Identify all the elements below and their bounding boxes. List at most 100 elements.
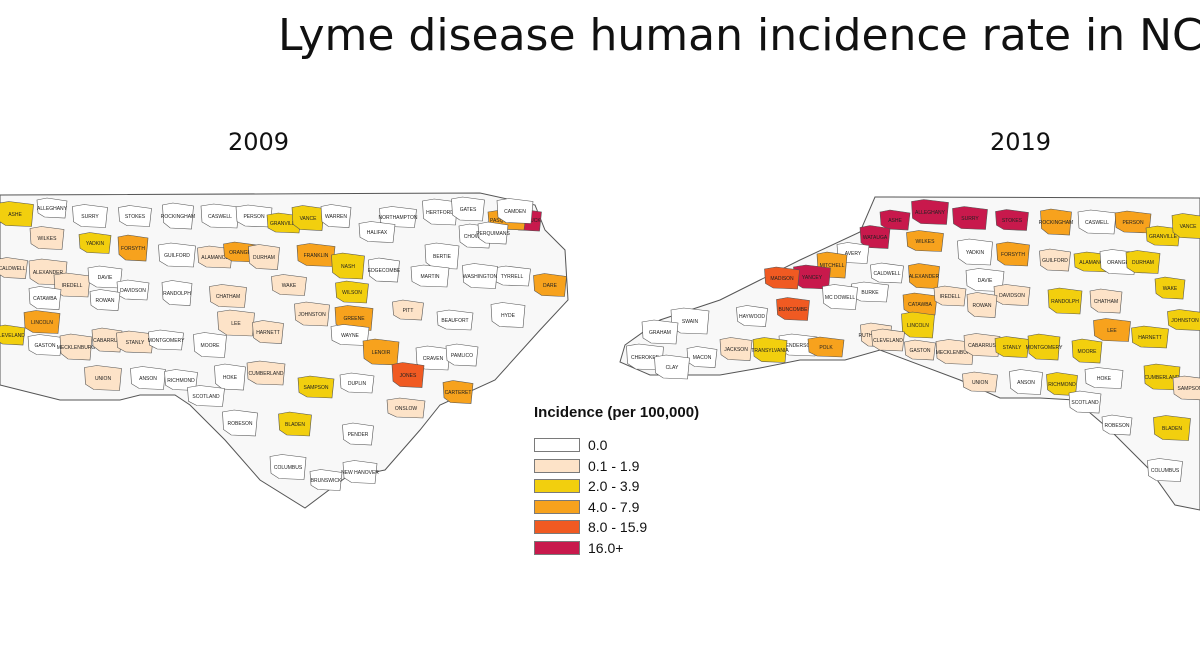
county-pender: [342, 422, 374, 446]
county-label: PERSON: [243, 214, 265, 220]
county-hertford: [422, 198, 458, 226]
legend-label: 4.0 - 7.9: [588, 498, 640, 515]
county-gaston: [904, 339, 936, 361]
county-buncombe: [776, 297, 810, 321]
county-label: CASWELL: [1085, 220, 1109, 226]
map-2019: ASHE ALLEGHANY SURRY STOKES ROCKINGHAM CASWEL…: [619, 196, 1200, 511]
legend-label: 0.0: [588, 437, 608, 454]
county-label: CRAVEN: [423, 356, 444, 362]
county-cumberland: [246, 360, 286, 386]
county-label: DURHAM: [1132, 260, 1154, 266]
slide-title: Lyme disease human incidence rate in NC: [278, 10, 1200, 61]
county-onslow: [386, 397, 426, 419]
county-pamlico: [445, 343, 479, 367]
county-harnett: [1131, 325, 1169, 349]
county-label: CARTERET: [445, 390, 472, 396]
county-brunswick: [309, 469, 343, 491]
county-dare: [533, 273, 567, 297]
county-label: SAMPSON: [303, 385, 328, 391]
county-label: ROBESON: [227, 421, 252, 427]
county-robeson: [1101, 414, 1133, 436]
county-iredell: [933, 285, 967, 307]
county-label: PITT: [403, 308, 414, 314]
year-label-2019: 2019: [990, 128, 1052, 156]
county-nash: [331, 252, 365, 280]
county-hyde: [490, 302, 526, 328]
county-halifax: [358, 221, 396, 243]
county-cleveland: [0, 324, 26, 346]
county-granville: [1145, 225, 1181, 247]
county-bladen: [278, 411, 312, 437]
county-label: MOORE: [1078, 349, 1098, 355]
county-label: IREDELL: [62, 283, 83, 289]
county-label: DAVIDSON: [999, 293, 1025, 299]
county-vance: [291, 205, 325, 231]
county-label: CABARRUS: [93, 338, 121, 344]
county-beaufort: [436, 309, 474, 331]
county-label: WARREN: [325, 214, 347, 220]
county-craven: [415, 345, 451, 371]
county-label: WATAUGA: [863, 235, 888, 241]
county-perquimans: [477, 221, 509, 245]
county-label: MECKLENBURG: [57, 345, 96, 351]
county-jones: [391, 362, 425, 388]
county-label: MACON: [693, 355, 712, 361]
legend-row: 4.0 - 7.9: [534, 497, 774, 518]
county-catawba: [28, 286, 62, 310]
legend: Incidence (per 100,000) 0.0 0.1 - 1.9 2.…: [534, 404, 774, 558]
county-label: LEE: [1107, 328, 1117, 334]
county-label: BURKE: [861, 290, 879, 296]
county-label: MARTIN: [420, 274, 439, 280]
county-caswell: [200, 203, 240, 229]
county-montgomery: [1027, 333, 1061, 361]
county-scotland: [1068, 390, 1102, 414]
county-label: CHATHAM: [216, 294, 240, 300]
county-label: GASTON: [909, 348, 930, 354]
county-label: UNION: [95, 376, 112, 382]
county-moore: [193, 332, 227, 358]
county-label: ORANGE: [229, 250, 251, 256]
county-label: PAMLICO: [451, 353, 473, 359]
county-label: DAVIDSON: [120, 288, 146, 294]
county-forsyth: [117, 234, 149, 262]
county-label: HALIFAX: [367, 230, 388, 236]
county-label: MITCHELL: [820, 263, 845, 269]
county-bladen: [1153, 415, 1191, 441]
county-label: RANDOLPH: [1051, 299, 1079, 305]
county-label: YADKIN: [86, 241, 105, 247]
county-label: CUMBERLAND: [248, 371, 283, 377]
county-label: GUILFORD: [164, 253, 190, 259]
county-harnett: [252, 320, 284, 344]
county-label: CHATHAM: [1094, 299, 1118, 305]
county-label: STANLY: [1003, 345, 1022, 351]
legend-row: 8.0 - 15.9: [534, 517, 774, 538]
county-caldwell: [870, 262, 904, 284]
county-lee: [217, 309, 255, 337]
county-label: ALAMANCE: [1079, 260, 1107, 266]
county-clay: [654, 354, 690, 380]
county-label: WAYNE: [341, 333, 359, 339]
county-label: SWAIN: [682, 319, 699, 325]
county-camden: [496, 198, 534, 224]
county-label: AVERY: [845, 251, 862, 257]
county-label: CUMBERLAND: [1144, 375, 1179, 381]
county-label: BLADEN: [285, 422, 305, 428]
county-label: COLUMBUS: [1151, 468, 1180, 474]
county-wilkes: [29, 226, 65, 250]
county-edgecombe: [368, 257, 400, 283]
county-rowan: [966, 292, 998, 318]
county-forsyth: [996, 241, 1030, 267]
county-label: DAVIE: [98, 275, 113, 281]
county-label: ROWAN: [973, 303, 992, 309]
county-label: ONSLOW: [395, 406, 418, 412]
county-label: WAKE: [282, 283, 297, 289]
county-label: GATES: [460, 207, 477, 213]
county-wake: [271, 274, 307, 296]
county-label: RICHMOND: [167, 378, 195, 384]
county-label: PERSON: [1122, 220, 1144, 226]
county-graham: [641, 319, 679, 345]
county-label: MOORE: [201, 343, 221, 349]
county-watauga: [859, 225, 891, 249]
county-label: ANSON: [139, 376, 157, 382]
